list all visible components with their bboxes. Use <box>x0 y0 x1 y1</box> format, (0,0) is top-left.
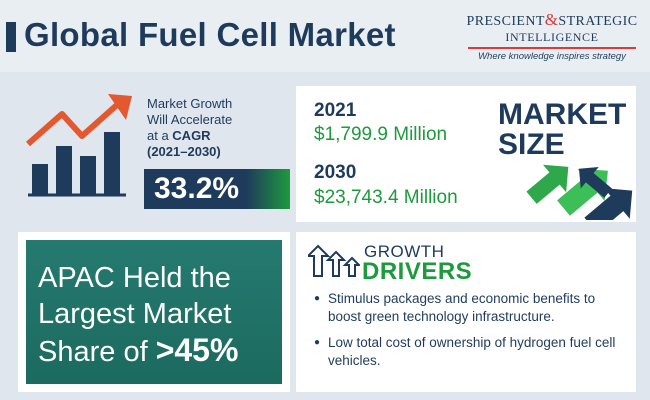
logo-rule <box>468 47 636 49</box>
apac-line2: Largest Market <box>38 298 232 330</box>
drivers-list: Stimulus packages and economic benefits … <box>314 290 630 378</box>
apac-share-value: >45% <box>155 332 239 368</box>
upward-arrows-icon <box>526 164 633 220</box>
logo-line1: PRESCIENT&STRATEGIC <box>466 10 638 30</box>
market-size-title: MARKET SIZE <box>498 100 626 160</box>
cagr-line3-prefix: at a <box>147 128 173 143</box>
title-accent-bar <box>6 22 16 52</box>
apac-share-box: APAC Held the Largest Market Share of >4… <box>26 240 282 384</box>
cagr-period: (2021–2030) <box>147 144 221 159</box>
logo-ampersand: & <box>544 10 559 29</box>
apac-line3: Share of >45% <box>38 332 282 370</box>
logo-word1: PRESCIENT <box>466 14 545 29</box>
page-title: Global Fuel Cell Market <box>24 16 396 53</box>
list-item: Low total cost of ownership of hydrogen … <box>314 334 630 370</box>
market-size-title-line2: SIZE <box>498 128 565 161</box>
growth-drivers-panel: GROWTH DRIVERS Stimulus packages and eco… <box>296 232 636 392</box>
cagr-line2: Will Accelerate <box>147 112 233 127</box>
market-size-year-1: 2021 <box>314 100 357 121</box>
cagr-line3: at a CAGR <box>147 128 287 144</box>
brand-logo: PRESCIENT&STRATEGIC INTELLIGENCE Where k… <box>466 10 638 62</box>
drivers-title-line2: DRIVERS <box>362 258 473 285</box>
market-size-title-line1: MARKET <box>498 98 627 131</box>
logo-word2: STRATEGIC <box>558 14 638 29</box>
market-size-amount-1: $1,799.9 Million <box>314 124 448 145</box>
logo-line2: INTELLIGENCE <box>505 30 599 44</box>
logo-tagline: Where knowledge inspires strategy <box>478 51 626 62</box>
cagr-value: 33.2% <box>144 169 290 209</box>
market-size-panel: 2021 $1,799.9 Million 2030 $23,743.4 Mil… <box>296 86 636 222</box>
cagr-label: CAGR <box>172 128 211 143</box>
list-item: Stimulus packages and economic benefits … <box>314 290 630 326</box>
market-size-year-2: 2030 <box>314 162 357 183</box>
cagr-line1: Market Growth <box>147 96 233 111</box>
growth-arrows-icon <box>308 244 360 277</box>
market-size-amount-2: $23,743.4 Million <box>314 187 458 208</box>
apac-panel: APAC Held the Largest Market Share of >4… <box>18 232 290 392</box>
apac-line3-prefix: Share of <box>38 336 156 368</box>
bar-chart-growth-icon <box>26 94 132 197</box>
drivers-title-line1: GROWTH <box>364 242 445 261</box>
header-background <box>0 0 650 72</box>
apac-line1: APAC Held the <box>38 262 231 294</box>
cagr-description: Market Growth Will Accelerate at a CAGR … <box>147 96 287 160</box>
